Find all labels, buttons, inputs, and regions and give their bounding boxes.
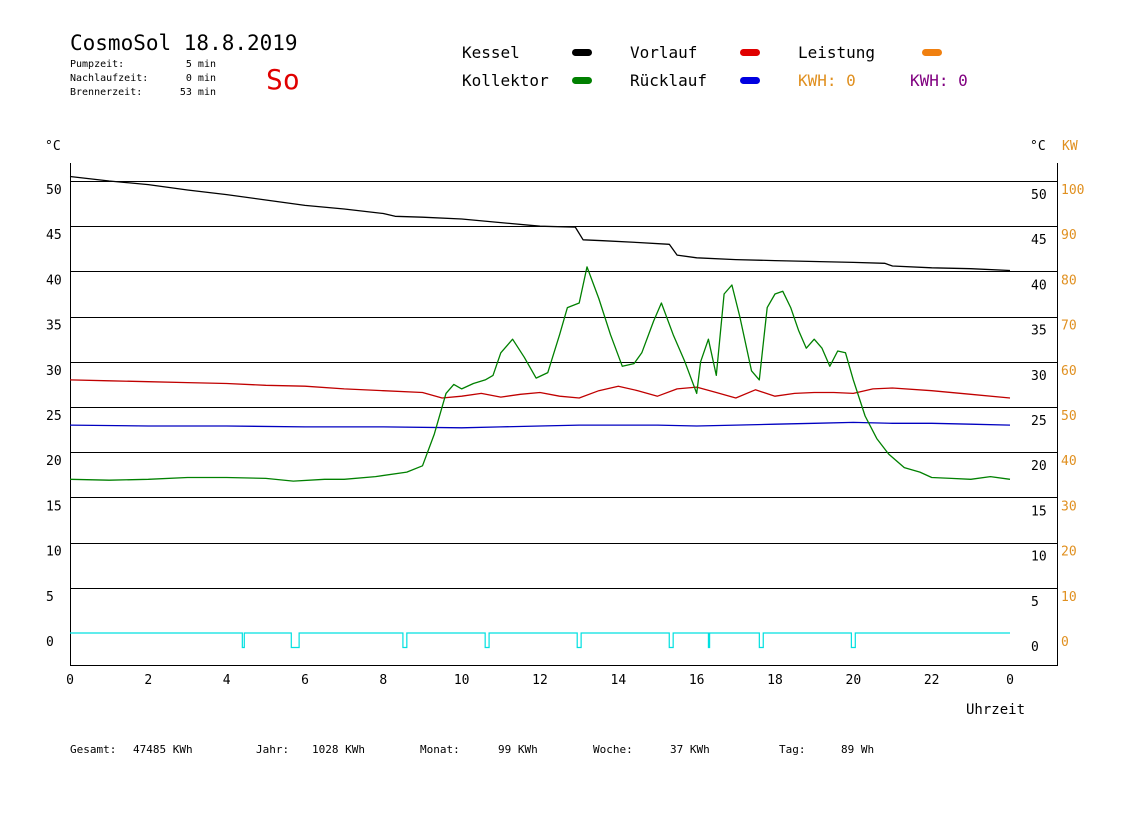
y-left-unit: °C (45, 139, 61, 154)
x-tick-2: 4 (223, 673, 231, 688)
y2-tick-10: 10 (1061, 590, 1077, 605)
stat-label-2: Brennerzeit: (70, 87, 142, 98)
grid-lines (70, 181, 1057, 589)
x-tick-6: 12 (532, 673, 548, 688)
footer-stats: Gesamt: 47485 KWh Jahr: 1028 KWh Monat: … (70, 743, 874, 756)
x-tick-5: 10 (454, 673, 470, 688)
y-tick-right-25: 25 (1031, 414, 1047, 429)
y2-tick-20: 20 (1061, 545, 1077, 560)
x-tick-0: 0 (66, 673, 74, 688)
y-tick-left-50: 50 (46, 183, 62, 198)
y2-tick-0: 0 (1061, 635, 1069, 650)
y-tick-left-45: 45 (46, 228, 62, 243)
y-tick-left-30: 30 (46, 364, 62, 379)
legend-swatch-kollektor (572, 77, 592, 84)
footer-label-tag: Tag: (779, 743, 806, 756)
x-tick-12: 0 (1006, 673, 1014, 688)
footer-value-woche: 37 KWh (670, 743, 710, 756)
x-tick-9: 18 (767, 673, 783, 688)
x-axis-label: Uhrzeit (966, 702, 1025, 718)
stat-label-1: Nachlaufzeit: (70, 73, 148, 84)
y-tick-right-50: 50 (1031, 188, 1047, 203)
axes (70, 163, 1058, 666)
stat-value-0: 5 min (186, 59, 216, 70)
y-tick-left-0: 0 (46, 635, 54, 650)
legend-label-kessel: Kessel (462, 43, 520, 62)
y2-tick-60: 60 (1061, 364, 1077, 379)
footer-value-monat: 99 KWh (498, 743, 538, 756)
footer-label-gesamt: Gesamt: (70, 743, 116, 756)
y-tick-left-25: 25 (46, 409, 62, 424)
y2-tick-70: 70 (1061, 319, 1077, 334)
y-tick-left-20: 20 (46, 454, 62, 469)
stat-value-2: 53 min (180, 87, 216, 98)
footer-label-woche: Woche: (593, 743, 633, 756)
series-line-rcklauf (69, 421, 1011, 429)
y-tick-right-5: 5 (1031, 595, 1039, 610)
series-line-kessel (69, 175, 1011, 272)
y-tick-right-35: 35 (1031, 324, 1047, 339)
series-line-kollektor (69, 266, 1011, 482)
chart-title: CosmoSol 18.8.2019 (70, 31, 298, 55)
x-tick-1: 2 (144, 673, 152, 688)
legend-label-leistung: Leistung (798, 43, 875, 62)
x-tick-4: 8 (379, 673, 387, 688)
y-tick-left-5: 5 (46, 590, 54, 605)
y2-tick-100: 100 (1061, 183, 1084, 198)
day-label: So (266, 63, 300, 96)
y2-tick-40: 40 (1061, 454, 1077, 469)
footer-value-gesamt: 47485 KWh (133, 743, 193, 756)
y-tick-right-10: 10 (1031, 550, 1047, 565)
y-right2-unit: KW (1062, 139, 1078, 154)
series-line-pump (70, 632, 1010, 649)
footer-label-jahr: Jahr: (256, 743, 289, 756)
stat-label-0: Pumpzeit: (70, 59, 124, 70)
y-tick-right-20: 20 (1031, 459, 1047, 474)
y-tick-right-40: 40 (1031, 278, 1047, 293)
y-right-unit: °C (1030, 139, 1046, 154)
y-tick-left-15: 15 (46, 499, 62, 514)
legend-swatch-vorlauf (740, 49, 760, 56)
y-tick-left-10: 10 (46, 545, 62, 560)
y-tick-right-0: 0 (1031, 640, 1039, 655)
stat-value-1: 0 min (186, 73, 216, 84)
y-tick-left-40: 40 (46, 273, 62, 288)
y2-tick-80: 80 (1061, 273, 1077, 288)
y2-tick-90: 90 (1061, 228, 1077, 243)
kwh-purple: KWH: 0 (910, 71, 968, 90)
y2-tick-30: 30 (1061, 499, 1077, 514)
legend-label-kollektor: Kollektor (462, 71, 549, 90)
footer-value-jahr: 1028 KWh (312, 743, 365, 756)
legend-swatch-ruecklauf (740, 77, 760, 84)
y-tick-right-15: 15 (1031, 504, 1047, 519)
y-tick-left-35: 35 (46, 319, 62, 334)
y-tick-right-30: 30 (1031, 369, 1047, 384)
x-tick-11: 22 (924, 673, 940, 688)
kwh-orange: KWH: 0 (798, 71, 856, 90)
legend-label-ruecklauf: Rücklauf (630, 71, 707, 90)
legend-swatch-kessel (572, 49, 592, 56)
legend-label-vorlauf: Vorlauf (630, 43, 697, 62)
legend-swatch-leistung (922, 49, 942, 56)
footer-label-monat: Monat: (420, 743, 460, 756)
x-tick-10: 20 (846, 673, 862, 688)
x-tick-7: 14 (611, 673, 627, 688)
x-tick-3: 6 (301, 673, 309, 688)
series-lines (69, 175, 1011, 649)
y2-tick-50: 50 (1061, 409, 1077, 424)
footer-value-tag: 89 Wh (841, 743, 874, 756)
x-tick-8: 16 (689, 673, 705, 688)
y-tick-right-45: 45 (1031, 233, 1047, 248)
series-line-vorlauf (69, 379, 1011, 399)
